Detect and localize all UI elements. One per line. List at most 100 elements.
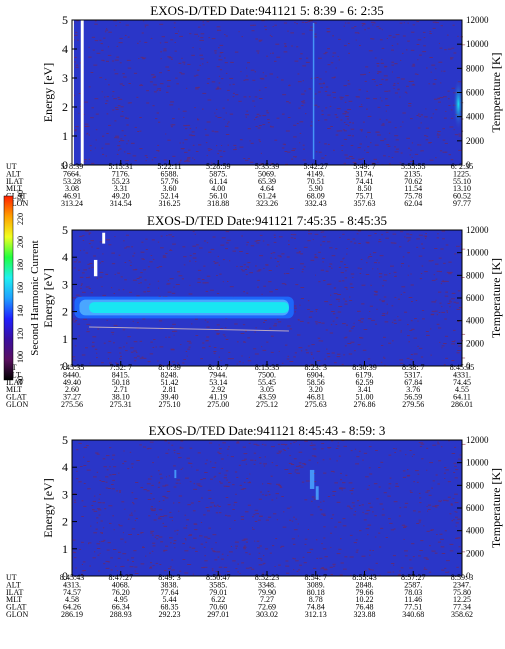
ephemeris-value: 77.51 bbox=[404, 603, 422, 612]
speckle-dot bbox=[455, 522, 459, 524]
ephemeris-value: 8:57:27 bbox=[401, 573, 425, 582]
speckle-dot bbox=[358, 319, 361, 321]
speckle-dot bbox=[150, 562, 152, 564]
speckle-dot bbox=[313, 33, 317, 35]
speckle-dot bbox=[155, 535, 160, 537]
speckle-dot bbox=[441, 230, 446, 232]
speckle-dot bbox=[420, 442, 424, 444]
speckle-dot bbox=[324, 556, 328, 558]
speckle-dot bbox=[171, 559, 174, 561]
speckle-dot bbox=[202, 108, 204, 110]
speckle-dot bbox=[348, 482, 353, 484]
speckle-dot bbox=[243, 158, 246, 159]
y-tick-label: 0 bbox=[62, 158, 68, 172]
speckle-dot bbox=[303, 562, 307, 564]
ephemeris-value: 65.39 bbox=[258, 177, 276, 186]
speckle-dot bbox=[183, 527, 188, 529]
speckle-dot bbox=[146, 102, 150, 104]
speckle-dot bbox=[82, 235, 85, 237]
speckle-dot bbox=[163, 50, 167, 52]
speckle-dot bbox=[326, 353, 330, 355]
speckle-dot bbox=[342, 280, 345, 282]
speckle-dot bbox=[442, 151, 447, 153]
speckle-dot bbox=[318, 57, 322, 59]
speckle-dot bbox=[124, 279, 127, 281]
y-tick-label: 5 bbox=[62, 13, 68, 27]
speckle-dot bbox=[224, 57, 226, 59]
speckle-dot bbox=[162, 499, 165, 501]
speckle-dot bbox=[207, 148, 211, 150]
speckle-dot bbox=[139, 148, 143, 150]
speckle-dot bbox=[313, 567, 317, 569]
speckle-dot bbox=[365, 136, 367, 138]
ephemeris-value: 275.12 bbox=[256, 400, 278, 409]
speckle-dot bbox=[339, 237, 341, 238]
speckle-dot bbox=[378, 532, 381, 534]
speckle-dot bbox=[397, 89, 400, 91]
ephemeris-value: 58.56 bbox=[307, 378, 325, 387]
speckle-dot bbox=[197, 281, 201, 283]
speckle-dot bbox=[234, 51, 239, 53]
speckle-dot bbox=[431, 279, 436, 281]
ephemeris-value: 8:23: 3 bbox=[305, 363, 327, 372]
speckle-dot bbox=[158, 121, 161, 123]
speckle-dot bbox=[345, 116, 349, 117]
speckle-dot bbox=[371, 38, 375, 40]
speckle-dot bbox=[276, 318, 279, 320]
speckle-dot bbox=[281, 147, 285, 149]
speckle-dot bbox=[192, 253, 196, 255]
speckle-dot bbox=[367, 358, 371, 360]
speckle-dot bbox=[83, 505, 87, 507]
speckle-dot bbox=[81, 500, 84, 502]
speckle-dot bbox=[448, 154, 451, 156]
speckle-dot bbox=[361, 130, 363, 132]
ephemeris-value: 6.22 bbox=[211, 595, 225, 604]
speckle-dot bbox=[224, 327, 227, 329]
speckle-dot bbox=[245, 463, 248, 465]
speckle-dot bbox=[134, 360, 137, 362]
speckle-dot bbox=[335, 67, 337, 69]
speckle-dot bbox=[79, 235, 83, 237]
speckle-dot bbox=[124, 160, 129, 162]
speckle-dot bbox=[127, 67, 132, 69]
ephemeris-value: 314.54 bbox=[110, 199, 132, 208]
speckle-dot bbox=[404, 502, 409, 504]
speckle-dot bbox=[426, 135, 429, 137]
speckle-dot bbox=[180, 344, 182, 346]
speckle-dot bbox=[335, 324, 338, 325]
speckle-dot bbox=[284, 46, 287, 48]
speckle-dot bbox=[454, 477, 458, 479]
speckle-dot bbox=[420, 150, 422, 152]
speckle-dot bbox=[139, 40, 141, 42]
speckle-dot bbox=[166, 235, 168, 236]
speckle-dot bbox=[334, 114, 337, 116]
speckle-dot bbox=[434, 79, 437, 80]
speckle-dot bbox=[116, 137, 120, 139]
speckle-dot bbox=[266, 110, 269, 112]
speckle-dot bbox=[425, 127, 429, 129]
speckle-dot bbox=[404, 555, 408, 557]
speckle-dot bbox=[176, 453, 181, 455]
speckle-dot bbox=[119, 37, 123, 39]
speckle-dot bbox=[248, 96, 251, 98]
ephemeris-value: 275.10 bbox=[159, 400, 181, 409]
speckle-dot bbox=[112, 515, 114, 517]
speckle-dot bbox=[416, 481, 419, 483]
speckle-dot bbox=[316, 77, 319, 78]
speckle-dot bbox=[270, 351, 274, 353]
ephemeris-value: 68.09 bbox=[307, 192, 325, 201]
ephemeris-value: 323.88 bbox=[354, 610, 376, 619]
speckle-dot bbox=[251, 568, 255, 570]
speckle-dot bbox=[84, 101, 88, 103]
speckle-dot bbox=[285, 163, 288, 165]
speckle-dot bbox=[315, 310, 317, 312]
speckle-dot bbox=[89, 263, 93, 264]
speckle-dot bbox=[89, 145, 92, 147]
speckle-dot bbox=[298, 462, 302, 464]
speckle-dot bbox=[358, 450, 361, 452]
speckle-dot bbox=[300, 53, 303, 55]
speckle-dot bbox=[124, 135, 127, 137]
beam-streak bbox=[312, 22, 315, 160]
speckle-dot bbox=[264, 320, 267, 321]
speckle-dot bbox=[239, 266, 243, 268]
